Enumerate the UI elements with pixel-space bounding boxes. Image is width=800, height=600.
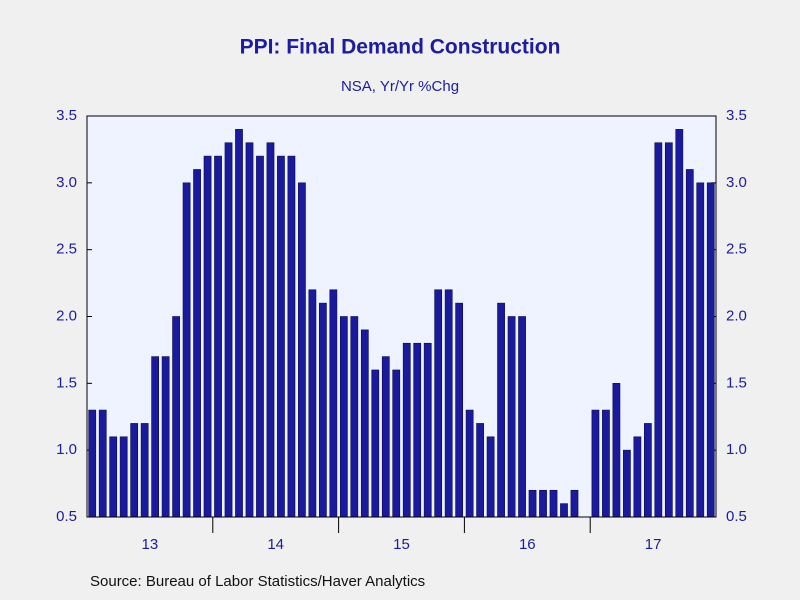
y-tick-label: 2.5 [56, 241, 77, 258]
bar [643, 423, 652, 518]
x-tick-label: 17 [645, 536, 662, 553]
y-tick-label: 1.0 [56, 441, 77, 458]
bar [560, 503, 568, 518]
bar [319, 302, 327, 518]
bar [706, 182, 715, 518]
bar [518, 316, 526, 518]
bar [161, 356, 170, 518]
bar [214, 155, 222, 518]
bar [623, 449, 631, 518]
y-tick-label: 0.5 [56, 508, 77, 525]
bar [476, 423, 484, 518]
bar [465, 409, 474, 518]
y-tick-label: 1.5 [56, 374, 77, 391]
bar [172, 316, 180, 518]
y2-tick-label: 1.0 [726, 441, 747, 458]
bar [591, 409, 600, 518]
bar [182, 182, 191, 518]
bar [193, 169, 201, 518]
bar [140, 423, 149, 518]
bar [434, 289, 443, 518]
y2-tick-label: 2.5 [726, 241, 747, 258]
bar [298, 182, 306, 518]
bar [109, 436, 118, 518]
chart-subtitle: NSA, Yr/Yr %Chg [341, 78, 459, 95]
bar [497, 302, 505, 518]
source: Source: Bureau of Labor Statistics/Haver… [90, 573, 425, 590]
bar [277, 155, 285, 518]
bar [612, 383, 621, 518]
bar [119, 436, 128, 518]
bar [455, 302, 464, 518]
bar [539, 489, 547, 518]
bar [339, 316, 348, 518]
plot-area [87, 116, 716, 517]
bar [371, 369, 380, 518]
y-tick-label: 3.0 [56, 174, 77, 191]
bar [98, 409, 107, 518]
bar [602, 409, 610, 518]
bar [381, 356, 390, 518]
bar [507, 316, 516, 518]
bar [654, 142, 663, 518]
bar [444, 289, 453, 518]
chart-title: PPI: Final Demand Construction [240, 36, 561, 59]
bar [664, 142, 673, 518]
y2-tick-label: 3.0 [726, 174, 747, 191]
bar [130, 423, 139, 518]
x-tick-label: 15 [393, 536, 410, 553]
x-tick-label: 13 [142, 536, 159, 553]
bar [360, 329, 369, 518]
bar [392, 369, 401, 518]
y2-tick-label: 2.0 [726, 307, 747, 324]
y-tick-label: 3.5 [56, 107, 77, 124]
bar [675, 129, 684, 518]
bar [266, 142, 275, 518]
x-tick-label: 16 [519, 536, 536, 553]
bar [88, 409, 97, 518]
bar [528, 489, 537, 518]
bar [486, 436, 495, 518]
bar [245, 142, 254, 518]
bar [633, 436, 642, 518]
bar [402, 342, 411, 518]
bar [329, 289, 338, 518]
y2-tick-label: 1.5 [726, 374, 747, 391]
bar [696, 182, 705, 518]
y2-tick-label: 3.5 [726, 107, 747, 124]
y2-tick-label: 0.5 [726, 508, 747, 525]
bar [151, 356, 160, 518]
plot-frame [86, 115, 717, 518]
bar [350, 316, 359, 518]
bar [287, 155, 296, 518]
bar [413, 342, 422, 518]
bar [235, 129, 243, 518]
bar [256, 155, 264, 518]
bar [224, 142, 233, 518]
bar [203, 155, 212, 518]
bar [308, 289, 317, 518]
x-tick-label: 14 [267, 536, 284, 553]
bar [685, 169, 694, 518]
bar [549, 489, 558, 518]
bar [423, 342, 432, 518]
y-tick-label: 2.0 [56, 307, 77, 324]
bar [570, 489, 579, 518]
